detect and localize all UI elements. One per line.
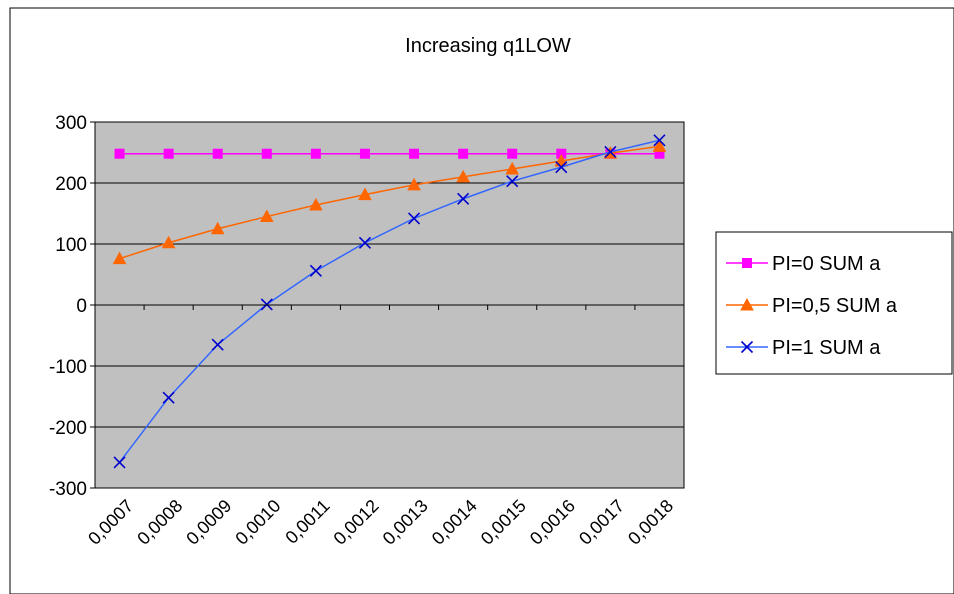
data-point: [212, 148, 223, 159]
data-point: [507, 148, 518, 159]
data-point: [211, 338, 224, 351]
data-point: [407, 212, 421, 225]
y-tick-label: 200: [55, 174, 87, 195]
y-tick-label: 0: [76, 296, 87, 317]
data-point: [409, 148, 420, 159]
data-point: [260, 298, 273, 311]
data-point: [456, 169, 470, 183]
data-point: [309, 197, 323, 211]
series-2: [112, 139, 667, 265]
legend: PI=0 SUM a PI=0,5 SUM a PI=1 SUM a: [715, 231, 953, 375]
data-point: [458, 148, 469, 159]
y-tick-label: 100: [55, 235, 87, 256]
data-point: [653, 134, 666, 147]
y-tick-label: -300: [49, 479, 87, 500]
series-layer: [112, 134, 667, 469]
data-point: [162, 391, 175, 404]
data-point: [358, 236, 372, 249]
legend-marker: [740, 297, 754, 311]
data-point: [555, 161, 568, 174]
legend-label: PI=1 SUM a: [772, 337, 881, 359]
data-point: [163, 148, 174, 159]
series-1: [114, 148, 665, 159]
data-point: [407, 177, 421, 191]
data-point: [506, 175, 519, 188]
series-line: [119, 145, 660, 260]
data-point: [259, 209, 274, 223]
data-point: [261, 148, 272, 159]
data-point: [457, 192, 470, 205]
data-point: [359, 148, 370, 159]
y-tick-label: -100: [49, 357, 87, 378]
data-point: [604, 145, 617, 158]
series-3: [113, 134, 666, 469]
data-point: [161, 235, 176, 249]
data-point: [310, 148, 321, 159]
series-line: [118, 139, 660, 463]
legend-box: [715, 231, 953, 375]
legend-marker: [740, 340, 754, 354]
y-tick-label: -200: [49, 418, 87, 439]
data-point: [309, 264, 322, 277]
legend-label: PI=0,5 SUM a: [772, 295, 898, 317]
data-point: [358, 187, 372, 201]
data-point: [114, 148, 125, 159]
legend-marker: [742, 258, 752, 268]
data-point: [505, 161, 520, 175]
data-point: [112, 251, 127, 265]
legend-label: PI=0 SUM a: [772, 253, 881, 275]
chart-title: Increasing q1LOW: [405, 35, 571, 57]
data-point: [113, 456, 126, 469]
data-point: [652, 139, 667, 152]
y-tick-label: 300: [55, 113, 87, 134]
data-point: [210, 221, 225, 235]
